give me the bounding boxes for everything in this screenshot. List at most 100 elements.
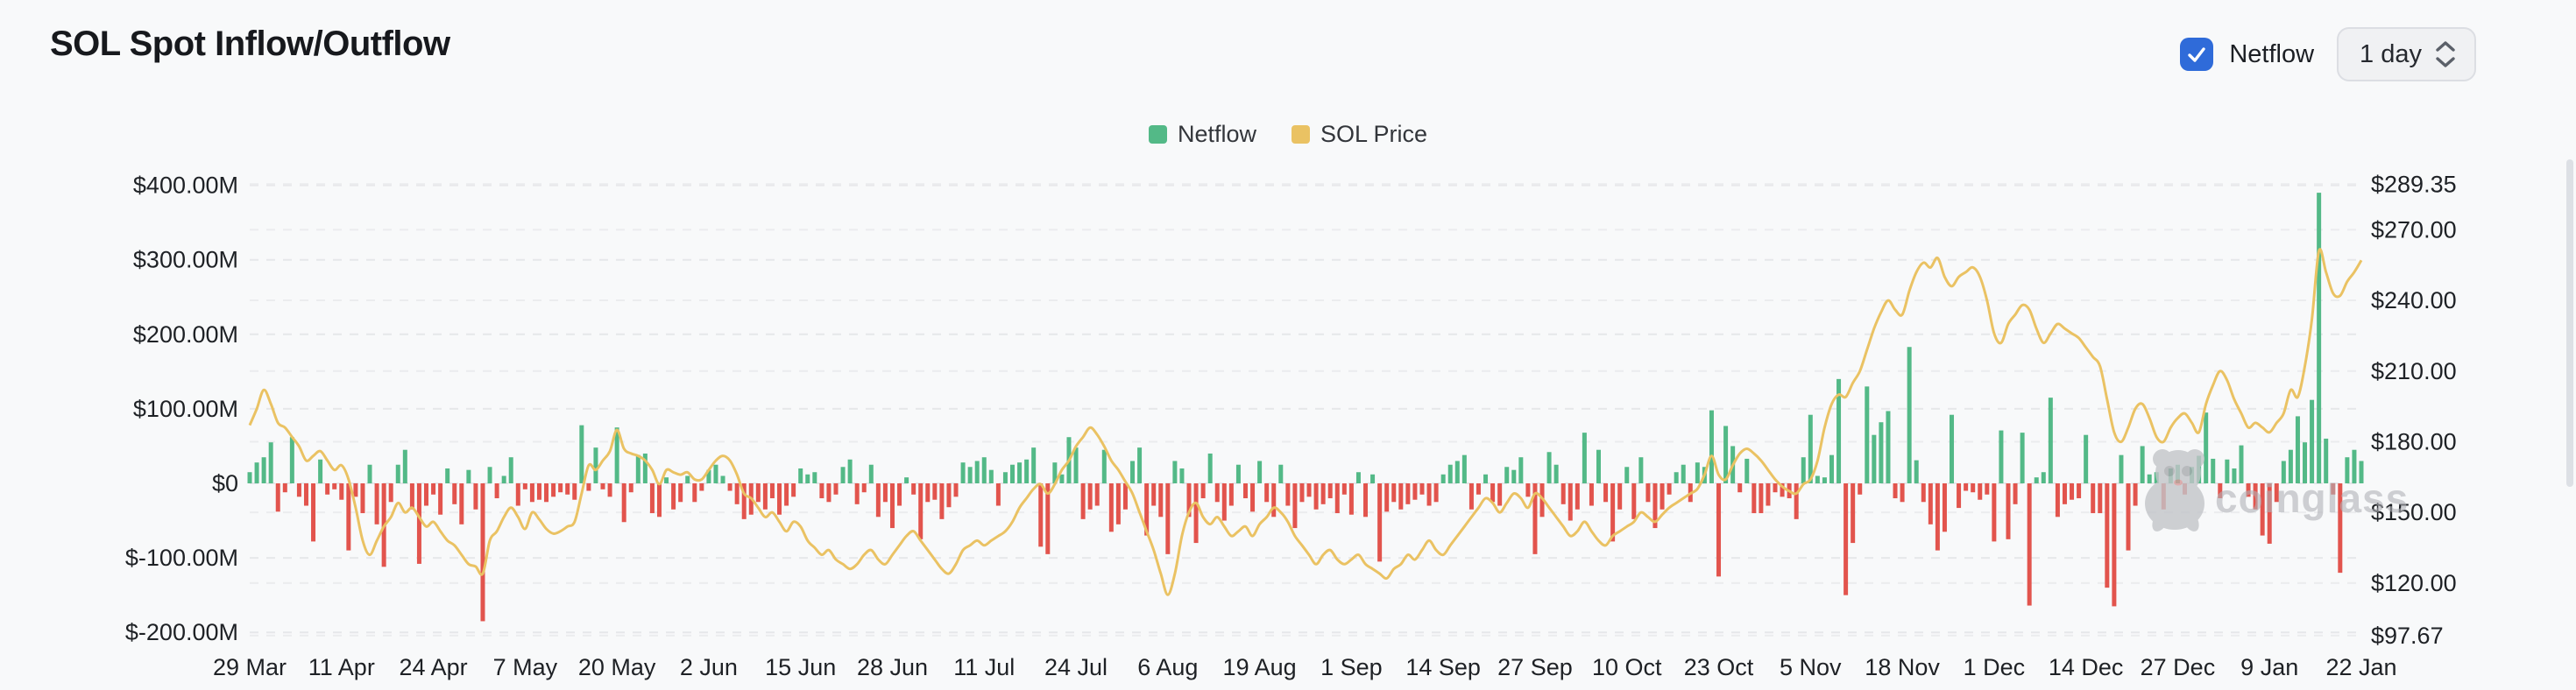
netflow-bar[interactable] (1165, 483, 1171, 554)
netflow-bar[interactable] (692, 483, 697, 503)
netflow-bar[interactable] (2345, 457, 2350, 483)
netflow-bar[interactable] (1822, 477, 1827, 483)
netflow-bar[interactable] (974, 461, 980, 483)
netflow-bar[interactable] (1900, 483, 1905, 503)
netflow-bar[interactable] (459, 483, 464, 525)
netflow-bar[interactable] (911, 483, 916, 495)
netflow-bar[interactable] (889, 483, 895, 529)
netflow-bar[interactable] (1341, 483, 1347, 495)
netflow-bar[interactable] (2105, 483, 2110, 588)
netflow-bar[interactable] (2352, 449, 2357, 483)
netflow-bar[interactable] (1306, 483, 1312, 497)
netflow-bar[interactable] (2331, 483, 2336, 495)
netflow-bar[interactable] (1674, 472, 1679, 483)
netflow-bar[interactable] (720, 475, 725, 483)
netflow-bar[interactable] (791, 483, 796, 497)
netflow-bar[interactable] (1370, 474, 1376, 483)
netflow-bar[interactable] (1999, 430, 2004, 483)
netflow-bar[interactable] (678, 483, 683, 503)
netflow-bar[interactable] (1596, 449, 1601, 483)
netflow-bar[interactable] (1468, 483, 1474, 510)
netflow-bar[interactable] (1221, 483, 1227, 521)
netflow-bar[interactable] (1914, 460, 1919, 483)
netflow-bar[interactable] (1108, 483, 1114, 532)
netflow-bar[interactable] (981, 457, 987, 483)
netflow-bar[interactable] (1603, 483, 1609, 503)
netflow-bar[interactable] (1207, 453, 1213, 483)
netflow-bar[interactable] (706, 469, 711, 483)
netflow-bar[interactable] (1773, 483, 1778, 493)
netflow-bar[interactable] (1560, 483, 1566, 504)
netflow-bar[interactable] (1038, 483, 1044, 547)
netflow-bar[interactable] (1235, 464, 1241, 483)
netflow-bar[interactable] (1377, 483, 1383, 562)
netflow-bar[interactable] (551, 483, 556, 497)
netflow-bar[interactable] (1355, 472, 1361, 483)
netflow-bar[interactable] (579, 425, 584, 483)
netflow-bar[interactable] (1461, 454, 1467, 483)
netflow-bar[interactable] (409, 483, 414, 510)
netflow-bar[interactable] (1794, 483, 1799, 519)
netflow-bar[interactable] (2041, 472, 2046, 483)
netflow-bar[interactable] (558, 483, 563, 493)
netflow-bar[interactable] (995, 483, 1001, 506)
netflow-bar[interactable] (2225, 459, 2230, 483)
netflow-bar[interactable] (2126, 483, 2131, 551)
netflow-bar[interactable] (1844, 483, 1849, 595)
netflow-bar[interactable] (812, 472, 817, 483)
netflow-bar[interactable] (1638, 457, 1644, 483)
netflow-bar[interactable] (798, 468, 803, 483)
netflow-bar[interactable] (2147, 474, 2152, 483)
netflow-bar[interactable] (1031, 447, 1037, 483)
netflow-bar[interactable] (1935, 483, 1940, 551)
netflow-bar[interactable] (988, 469, 994, 483)
netflow-bar[interactable] (1942, 483, 1947, 532)
scrollbar[interactable] (2566, 159, 2573, 487)
netflow-bar[interactable] (1808, 414, 1813, 483)
netflow-bar[interactable] (1858, 483, 1863, 495)
netflow-bar[interactable] (777, 483, 782, 515)
netflow-bar[interactable] (1744, 458, 1750, 483)
netflow-bar[interactable] (2027, 483, 2032, 606)
netflow-bar[interactable] (1101, 449, 1107, 483)
netflow-bar[interactable] (882, 483, 888, 503)
netflow-bar[interactable] (1737, 483, 1743, 493)
netflow-bar[interactable] (254, 462, 259, 483)
netflow-bar[interactable] (2077, 483, 2082, 499)
netflow-bar[interactable] (1313, 483, 1319, 510)
netflow-bar[interactable] (1957, 483, 1962, 509)
netflow-bar[interactable] (734, 483, 740, 504)
netflow-bar[interactable] (402, 449, 407, 483)
netflow-bar[interactable] (671, 483, 676, 510)
netflow-bar[interactable] (2211, 458, 2216, 483)
netflow-bar[interactable] (1257, 461, 1263, 483)
netflow-bar[interactable] (1391, 483, 1397, 503)
netflow-bar[interactable] (2232, 468, 2237, 483)
netflow-bar[interactable] (656, 483, 662, 518)
netflow-bar[interactable] (1010, 464, 1016, 483)
netflow-bar[interactable] (1045, 483, 1051, 554)
netflow-bars[interactable] (247, 193, 2364, 622)
netflow-bar[interactable] (2281, 461, 2286, 483)
netflow-checkbox[interactable]: Netflow (2180, 38, 2314, 71)
netflow-bar[interactable] (1144, 483, 1150, 536)
netflow-bar[interactable] (1447, 464, 1453, 483)
netflow-bar[interactable] (466, 469, 471, 483)
netflow-bar[interactable] (1476, 483, 1481, 495)
netflow-bar[interactable] (494, 483, 499, 499)
netflow-bar[interactable] (374, 483, 379, 525)
netflow-bar[interactable] (1907, 347, 1912, 483)
netflow-bar[interactable] (1334, 483, 1340, 514)
netflow-bar[interactable] (1759, 483, 1764, 514)
netflow-bar[interactable] (2260, 483, 2265, 536)
netflow-bar[interactable] (332, 483, 337, 489)
netflow-bar[interactable] (1384, 483, 1390, 512)
netflow-bar[interactable] (1299, 483, 1305, 503)
netflow-bar[interactable] (1348, 483, 1354, 515)
netflow-bar[interactable] (268, 442, 273, 483)
netflow-bar[interactable] (784, 483, 789, 506)
netflow-bar[interactable] (1921, 483, 1926, 503)
netflow-bar[interactable] (2048, 398, 2053, 483)
netflow-bar[interactable] (946, 483, 952, 508)
